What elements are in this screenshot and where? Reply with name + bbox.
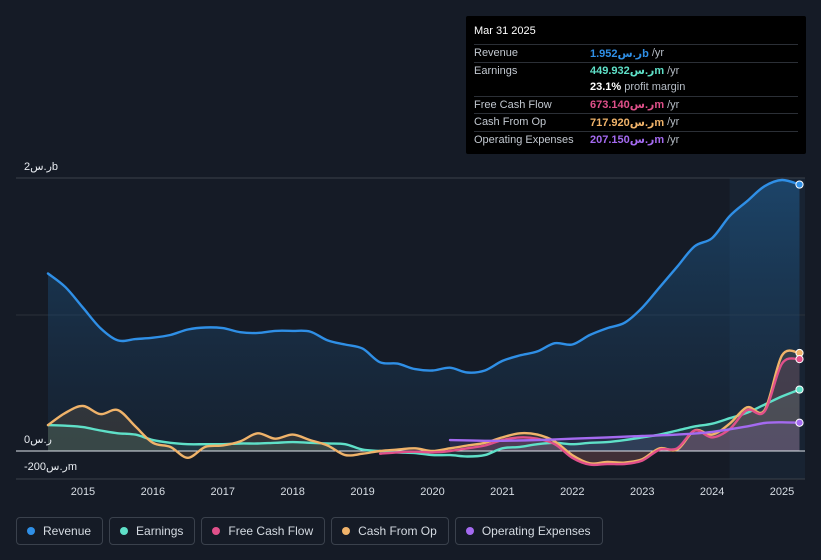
legend-dot-icon	[212, 527, 221, 535]
tooltip-value: 717.920ر.سm	[590, 116, 665, 129]
tooltip-row-profit-margin: 23.1% profit margin	[474, 79, 798, 96]
legend-dot-icon	[27, 527, 35, 535]
free-cash-flow-end-point	[795, 355, 804, 364]
x-tick-label: 2016	[141, 486, 165, 498]
legend-dot-icon	[342, 527, 351, 535]
tooltip-unit: /yr	[667, 133, 680, 146]
operating-expenses-line	[448, 421, 801, 443]
x-tick-label: 2025	[770, 486, 794, 498]
legend-item-revenue[interactable]: Revenue	[16, 517, 104, 545]
legend-label: Revenue	[43, 524, 92, 538]
tooltip-unit: /yr	[667, 64, 680, 77]
tooltip-label: Free Cash Flow	[474, 98, 552, 111]
tooltip-value: 207.150ر.سm	[590, 134, 665, 147]
tooltip-label: Revenue	[474, 47, 519, 60]
x-tick-label: 2019	[350, 486, 374, 498]
legend-item-operating-expenses[interactable]: Operating Expenses	[454, 517, 603, 545]
tooltip: Mar 31 2025 Revenue 1.952ر.سb /yr Earnin…	[466, 16, 806, 154]
free-cash-flow-area	[380, 358, 800, 465]
y-tick-label-bottom: -200ر.سm	[24, 461, 77, 473]
tooltip-unit: /yr	[667, 116, 680, 129]
tooltip-value: 23.1%	[590, 81, 622, 94]
tooltip-row-cash-from-op: Cash From Op 717.920ر.سm /yr	[474, 113, 798, 131]
tooltip-row-operating-expenses: Operating Expenses 207.150ر.سm /yr	[474, 130, 798, 149]
tooltip-row-revenue: Revenue 1.952ر.سb /yr	[474, 44, 798, 62]
revenue-end-point	[795, 180, 804, 189]
x-tick-label: 2024	[700, 486, 724, 498]
tooltip-unit: profit margin	[624, 81, 686, 94]
tooltip-date: Mar 31 2025	[474, 25, 536, 37]
legend-label: Operating Expenses	[481, 524, 591, 538]
x-tick-label: 2017	[211, 486, 235, 498]
legend-item-cash-from-op[interactable]: Cash From Op	[331, 517, 449, 545]
legend-dot-icon	[465, 527, 474, 535]
tooltip-row-free-cash-flow: Free Cash Flow 673.140ر.سm /yr	[474, 95, 798, 114]
tooltip-unit: /yr	[651, 47, 665, 60]
legend: Revenue Earnings Free Cash Flow Cash Fro…	[16, 517, 603, 545]
tooltip-value: 1.952ر.سb	[590, 47, 649, 60]
legend-item-earnings[interactable]: Earnings	[109, 517, 196, 545]
tooltip-unit: /yr	[667, 98, 680, 111]
operating-expenses-end-point	[795, 418, 804, 427]
tooltip-value: 673.140ر.سm	[590, 99, 665, 112]
earnings-line	[46, 388, 801, 458]
tooltip-label: Operating Expenses	[474, 133, 574, 146]
legend-label: Free Cash Flow	[228, 524, 314, 538]
earnings-end-point	[795, 385, 804, 394]
x-tick-label: 2015	[71, 486, 95, 498]
revenue-line	[46, 178, 801, 374]
legend-label: Cash From Op	[358, 524, 437, 538]
legend-dot-icon	[120, 527, 129, 535]
y-tick-label-zero: 0ر.س	[24, 434, 52, 446]
x-tick-label: 2022	[560, 486, 584, 498]
x-tick-label: 2021	[490, 486, 514, 498]
tooltip-label: Cash From Op	[474, 116, 547, 129]
legend-item-free-cash-flow[interactable]: Free Cash Flow	[201, 517, 326, 545]
legend-label: Earnings	[136, 524, 184, 538]
tooltip-value: 449.932ر.سm	[590, 65, 665, 78]
y-tick-label-top: 2ر.سb	[24, 161, 58, 173]
x-tick-label: 2023	[630, 486, 654, 498]
revenue-area	[48, 179, 800, 452]
tooltip-label: Earnings	[474, 64, 518, 77]
x-tick-label: 2018	[280, 486, 304, 498]
tooltip-row-earnings: Earnings 449.932ر.سm /yr	[474, 61, 798, 80]
x-tick-label: 2020	[420, 486, 444, 498]
earnings-area	[48, 389, 800, 457]
